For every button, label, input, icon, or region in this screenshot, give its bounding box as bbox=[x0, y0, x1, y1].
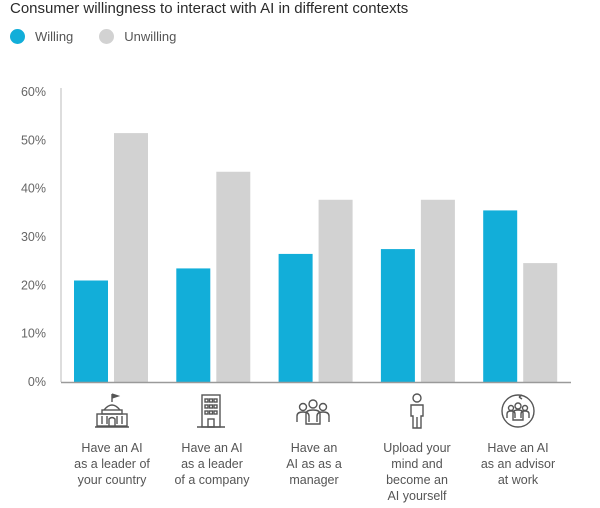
category-label-leader-of-company: Have an AI as a leader of a company bbox=[174, 441, 250, 487]
category-label-upload-mind: Upload your mind and become an AI yourse… bbox=[383, 441, 451, 503]
category-label-leader-of-country: Have an AI as a leader of your country bbox=[74, 441, 150, 487]
legend-item-unwilling: Unwilling bbox=[99, 29, 176, 44]
legend-label-willing: Willing bbox=[35, 29, 74, 44]
y-tick-label: 20% bbox=[21, 278, 46, 292]
person-standing-icon bbox=[410, 393, 424, 429]
advisor-group-icon bbox=[501, 394, 535, 428]
bar-willing-3 bbox=[380, 249, 415, 382]
bar-willing-2 bbox=[278, 253, 313, 382]
y-tick-label: 60% bbox=[21, 85, 46, 99]
bar-willing-1 bbox=[176, 268, 211, 382]
category-label-manager: Have an AI as as a manager bbox=[286, 441, 342, 487]
bar-unwilling-4 bbox=[523, 263, 558, 382]
y-tick-label: 30% bbox=[21, 230, 46, 244]
chart-title: Consumer willingness to interact with AI… bbox=[10, 0, 409, 17]
capitol-building-icon bbox=[95, 393, 129, 428]
y-tick-label: 0% bbox=[28, 375, 46, 389]
legend-item-willing: Willing bbox=[10, 29, 73, 44]
category-label-advisor-at-work: Have an AI as an advisor at work bbox=[480, 441, 556, 487]
bar-willing-4 bbox=[483, 210, 518, 382]
bar-willing-0 bbox=[74, 280, 108, 382]
chart-legend: Willing Unwilling bbox=[10, 29, 202, 44]
y-tick-label: 10% bbox=[21, 327, 46, 341]
bar-unwilling-2 bbox=[318, 199, 353, 382]
office-building-icon bbox=[197, 394, 225, 428]
bar-unwilling-1 bbox=[216, 171, 251, 382]
y-tick-label: 40% bbox=[21, 182, 46, 196]
legend-swatch-unwilling bbox=[99, 29, 115, 44]
y-tick-label: 50% bbox=[21, 133, 46, 147]
bar-unwilling-0 bbox=[114, 133, 148, 382]
legend-swatch-willing bbox=[10, 29, 25, 44]
bar-unwilling-3 bbox=[420, 199, 455, 382]
legend-label-unwilling: Unwilling bbox=[124, 29, 177, 44]
team-group-icon bbox=[296, 399, 330, 425]
